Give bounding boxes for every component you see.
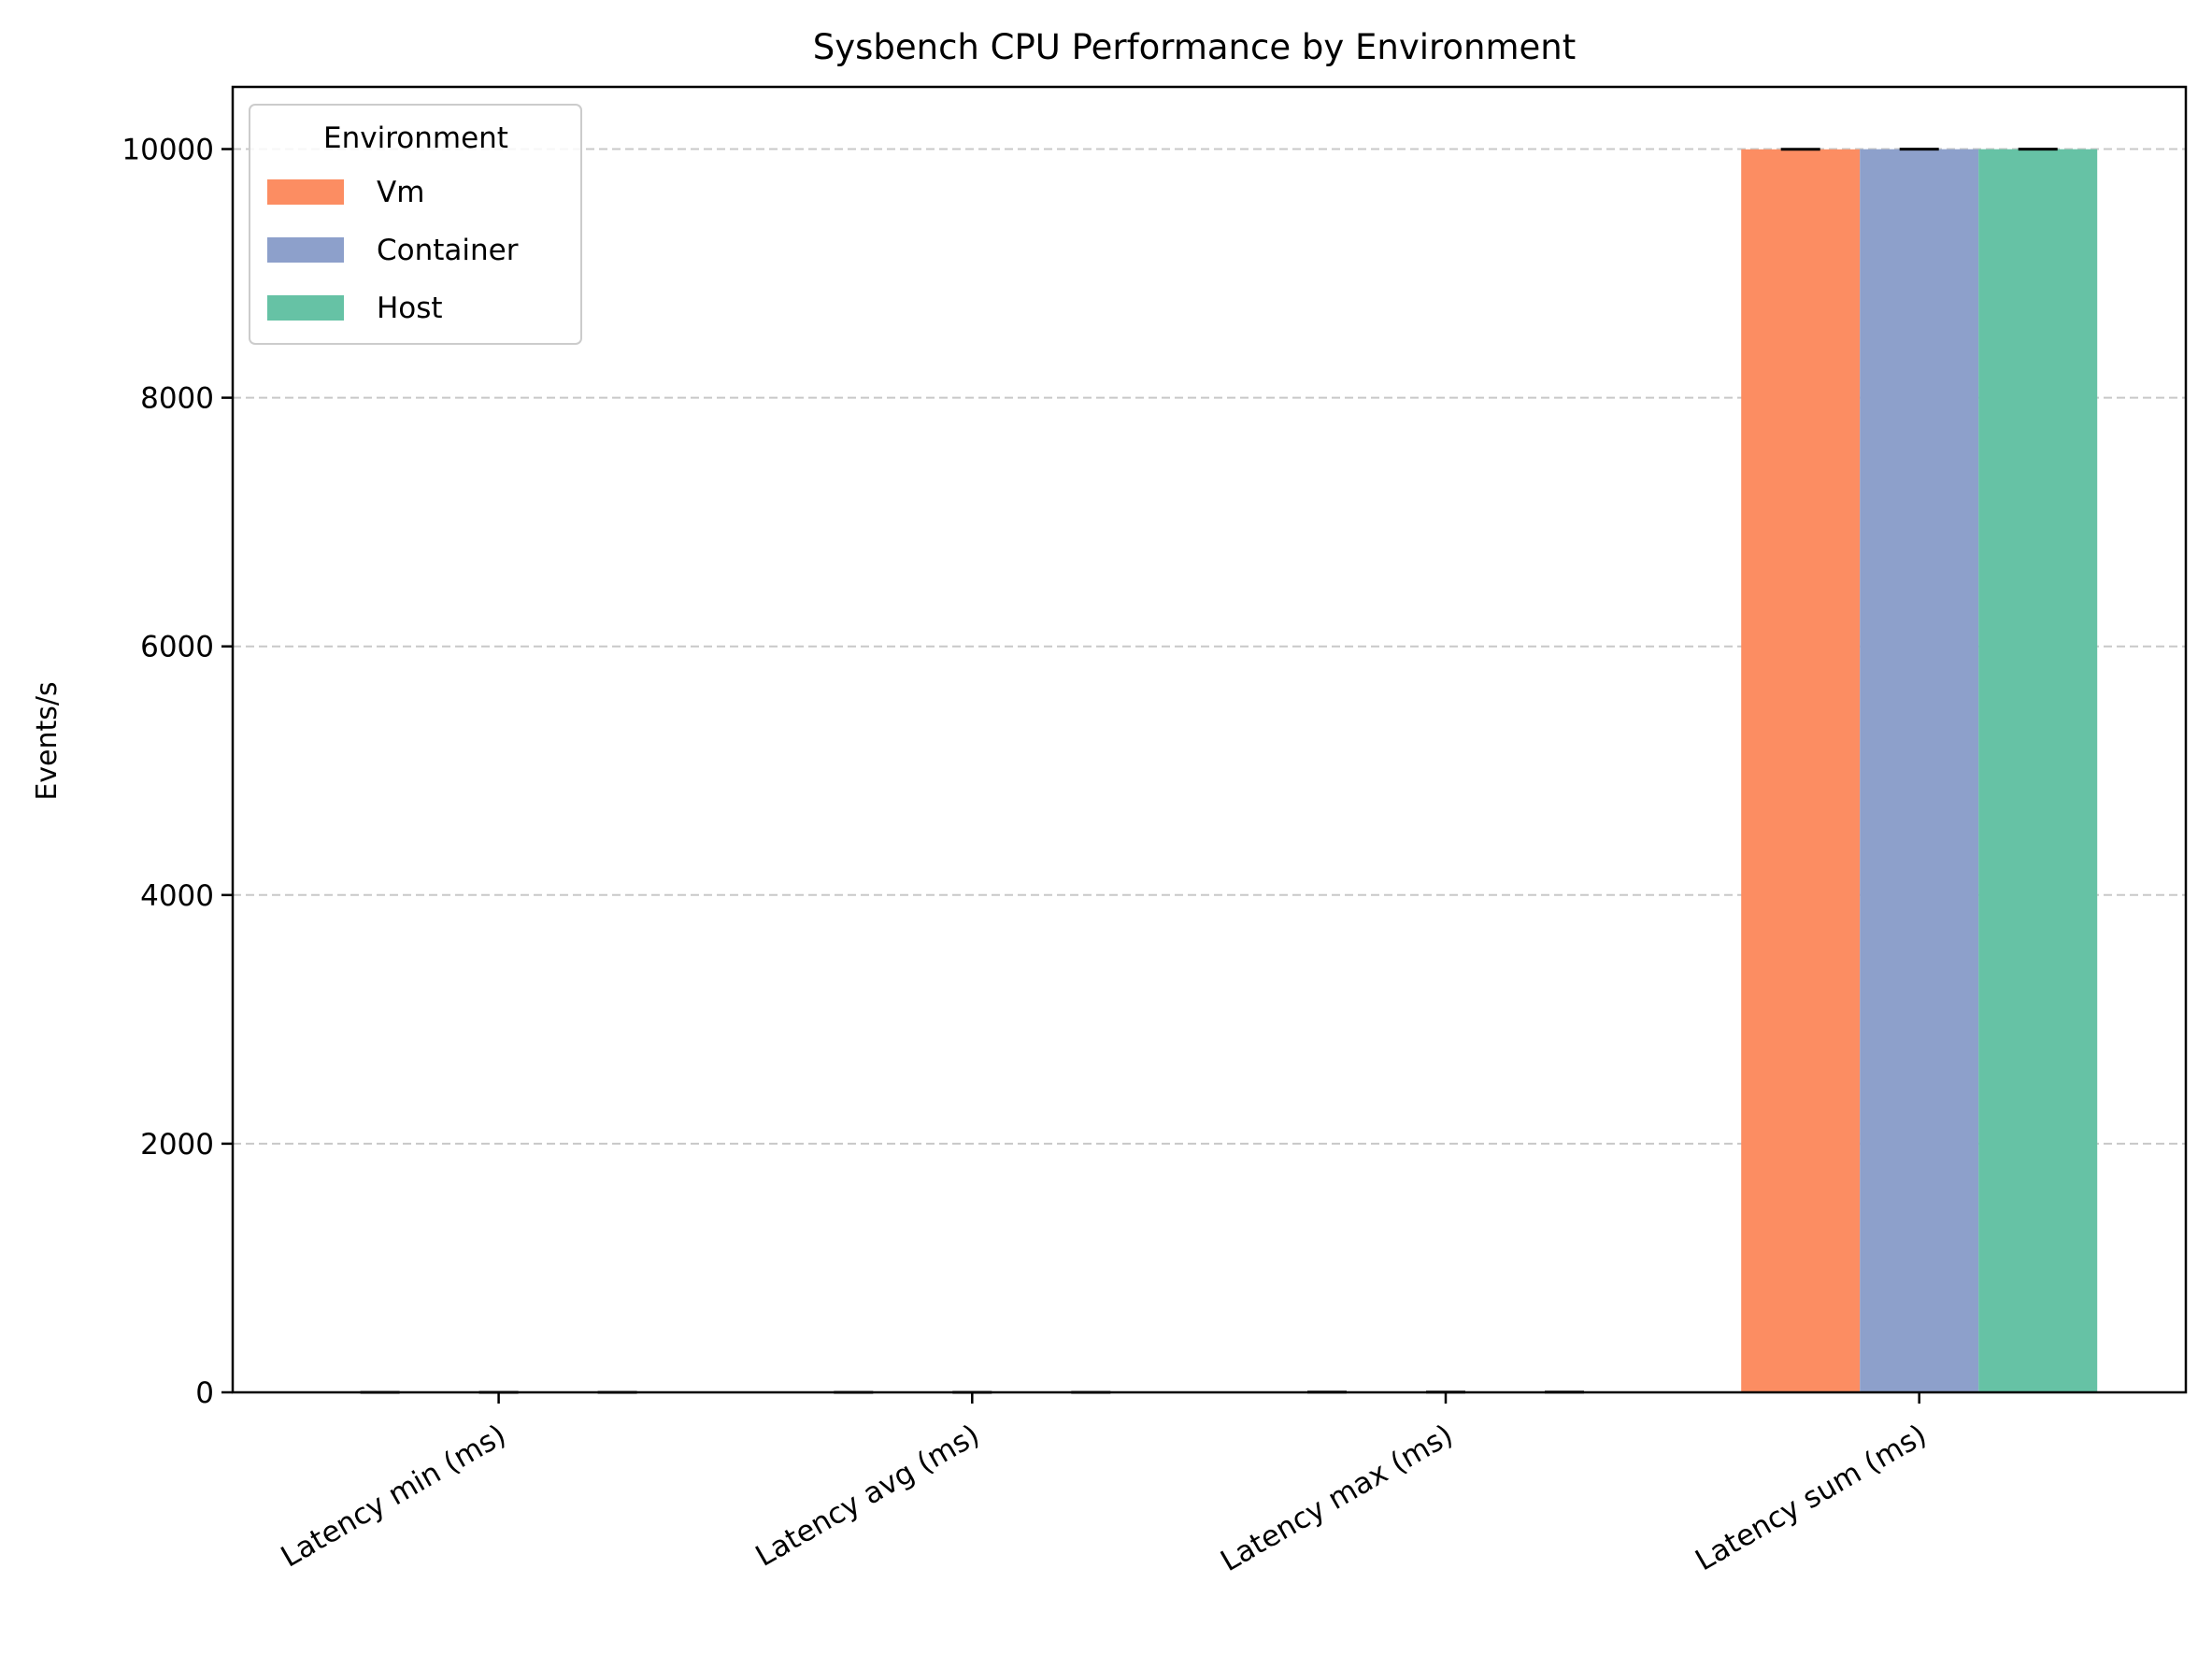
y-axis-label: Events/s	[31, 681, 64, 800]
legend-swatch-host	[267, 295, 344, 321]
y-tick-label: 4000	[140, 879, 214, 913]
legend-box	[249, 104, 582, 345]
y-tick-label: 10000	[121, 134, 214, 167]
y-tick-label: 8000	[140, 382, 214, 416]
legend-title: Environment	[323, 121, 508, 155]
y-tick-label: 2000	[140, 1128, 214, 1162]
legend-label-host: Host	[377, 292, 443, 325]
y-axis-ticks: 0 2000 4000 6000 8000 10000	[121, 134, 233, 1410]
legend: Environment Vm Container Host	[249, 104, 582, 345]
chart-title: Sysbench CPU Performance by Environment	[813, 27, 1577, 67]
bar-host-4	[1978, 149, 2098, 1392]
legend-swatch-container	[267, 237, 344, 263]
legend-label-vm: Vm	[377, 176, 424, 209]
bars	[321, 149, 2098, 1392]
legend-swatch-vm	[267, 179, 344, 205]
y-tick-label: 6000	[140, 631, 214, 664]
y-tick-label: 0	[195, 1376, 214, 1410]
bar-container-4	[1860, 149, 1979, 1392]
legend-label-container: Container	[377, 234, 519, 267]
bar-vm-4	[1741, 149, 1861, 1392]
plot-frame	[231, 85, 2188, 1394]
